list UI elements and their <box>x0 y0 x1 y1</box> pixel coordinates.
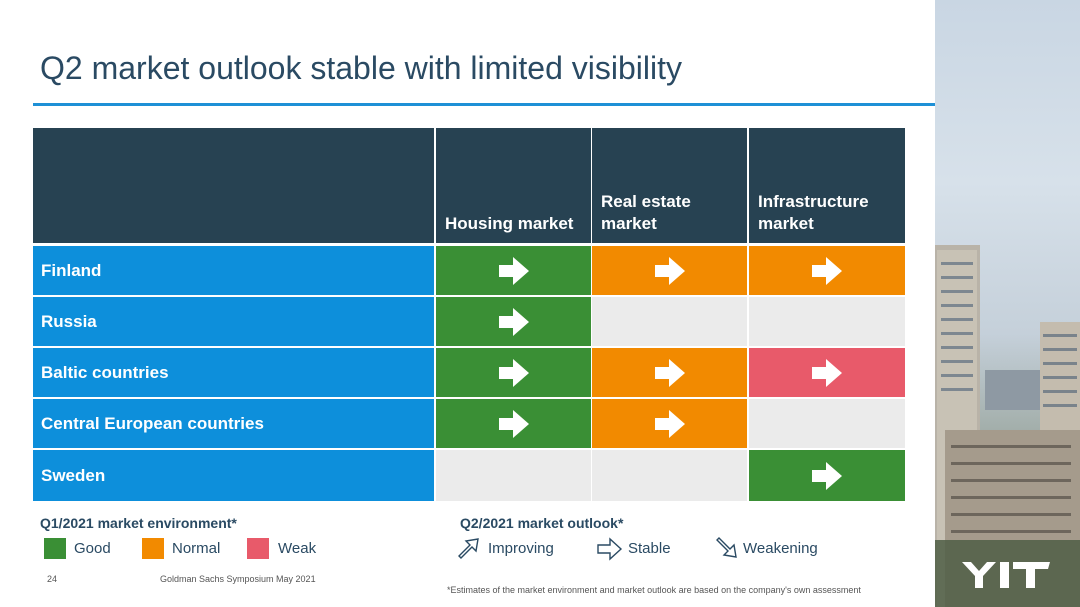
page-number: 24 <box>47 574 58 584</box>
weakening-label: Weakening <box>743 540 818 557</box>
arrow-right-outline-icon <box>597 537 623 561</box>
status-cell-normal <box>592 246 747 295</box>
status-cell-good <box>436 399 591 448</box>
improving-label: Improving <box>488 540 554 557</box>
arrow-up-right-icon <box>458 538 479 559</box>
arrow-right-icon <box>498 307 529 336</box>
status-cell-good <box>436 297 591 346</box>
good-swatch <box>44 538 66 559</box>
title-divider <box>33 103 1047 106</box>
arrow-right-icon <box>498 409 529 438</box>
column-header: Infrastructure market <box>749 128 905 243</box>
column-header-label: Housing market <box>445 214 574 233</box>
arrow-right-icon <box>654 358 685 387</box>
status-cell-empty <box>749 399 905 448</box>
page-title: Q2 market outlook stable with limited vi… <box>40 50 683 86</box>
arrow-right-icon <box>498 358 529 387</box>
table-header-corner <box>33 128 434 243</box>
column-header-label: Infrastructure market <box>758 192 869 233</box>
status-cell-good <box>749 450 905 501</box>
status-cell-normal <box>592 399 747 448</box>
row-label: Sweden <box>41 465 106 485</box>
environment-legend-title: Q1/2021 market environment* <box>40 515 237 531</box>
status-cell-normal <box>592 348 747 397</box>
row-label: Finland <box>41 260 102 280</box>
row-label: Russia <box>41 311 97 331</box>
weak-swatch <box>247 538 269 559</box>
arrow-down-right-icon <box>716 537 737 558</box>
row-header: Baltic countries <box>33 348 434 397</box>
weak-label: Weak <box>278 540 317 557</box>
status-cell-empty <box>436 450 591 501</box>
row-header: Russia <box>33 297 434 346</box>
normal-label: Normal <box>172 540 221 557</box>
arrow-right-icon <box>654 409 685 438</box>
column-header: Real estate market <box>592 128 747 243</box>
status-cell-empty <box>592 297 747 346</box>
normal-swatch <box>142 538 164 559</box>
event-label: Goldman Sachs Symposium May 2021 <box>160 574 316 584</box>
status-cell-good <box>436 348 591 397</box>
good-label: Good <box>74 540 111 557</box>
market-outlook-table: Housing market Real estate market Infrastr… <box>33 128 905 501</box>
status-cell-good <box>436 246 591 295</box>
status-cell-empty <box>592 450 747 501</box>
column-header: Housing market <box>436 128 591 243</box>
column-header-label: Real estate market <box>601 192 691 233</box>
arrow-right-icon <box>654 256 685 285</box>
status-cell-weak <box>749 348 905 397</box>
yit-logo <box>962 562 1050 588</box>
stable-label: Stable <box>628 540 671 557</box>
building-photo <box>935 0 1080 607</box>
row-header: Finland <box>33 246 434 295</box>
arrow-right-icon <box>812 256 842 285</box>
row-label: Baltic countries <box>41 362 169 382</box>
status-cell-normal <box>749 246 905 295</box>
status-cell-empty <box>749 297 905 346</box>
footnote: *Estimates of the market environment and… <box>447 585 861 595</box>
arrow-right-icon <box>812 358 842 387</box>
arrow-right-icon <box>498 256 529 285</box>
row-label: Central European countries <box>41 413 264 433</box>
outlook-legend-title: Q2/2021 market outlook* <box>460 515 624 531</box>
row-header: Sweden <box>33 450 434 501</box>
arrow-right-icon <box>812 461 842 490</box>
row-header: Central European countries <box>33 399 434 448</box>
